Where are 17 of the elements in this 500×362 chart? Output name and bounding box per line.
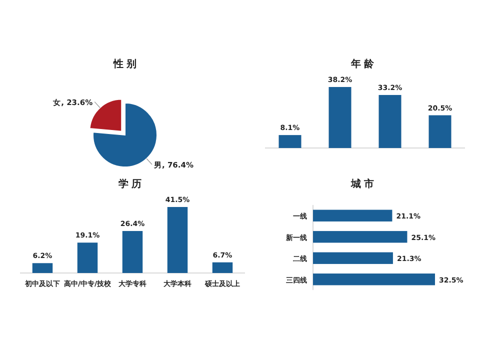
chart-title: 城 市 (350, 178, 374, 190)
bar (212, 262, 233, 273)
chart-title: 学 历 (118, 178, 142, 190)
bar (328, 87, 352, 148)
bar (32, 263, 53, 273)
bar (378, 94, 402, 148)
bar (278, 135, 302, 148)
bar (313, 252, 393, 264)
bar (313, 210, 392, 222)
bar (122, 231, 143, 273)
bar (77, 242, 98, 273)
bar (167, 207, 188, 273)
chart-title: 年 龄 (350, 58, 376, 70)
bar (428, 115, 452, 148)
bar (313, 231, 408, 243)
chart-title: 性 别 (112, 58, 137, 70)
bar (313, 274, 435, 286)
